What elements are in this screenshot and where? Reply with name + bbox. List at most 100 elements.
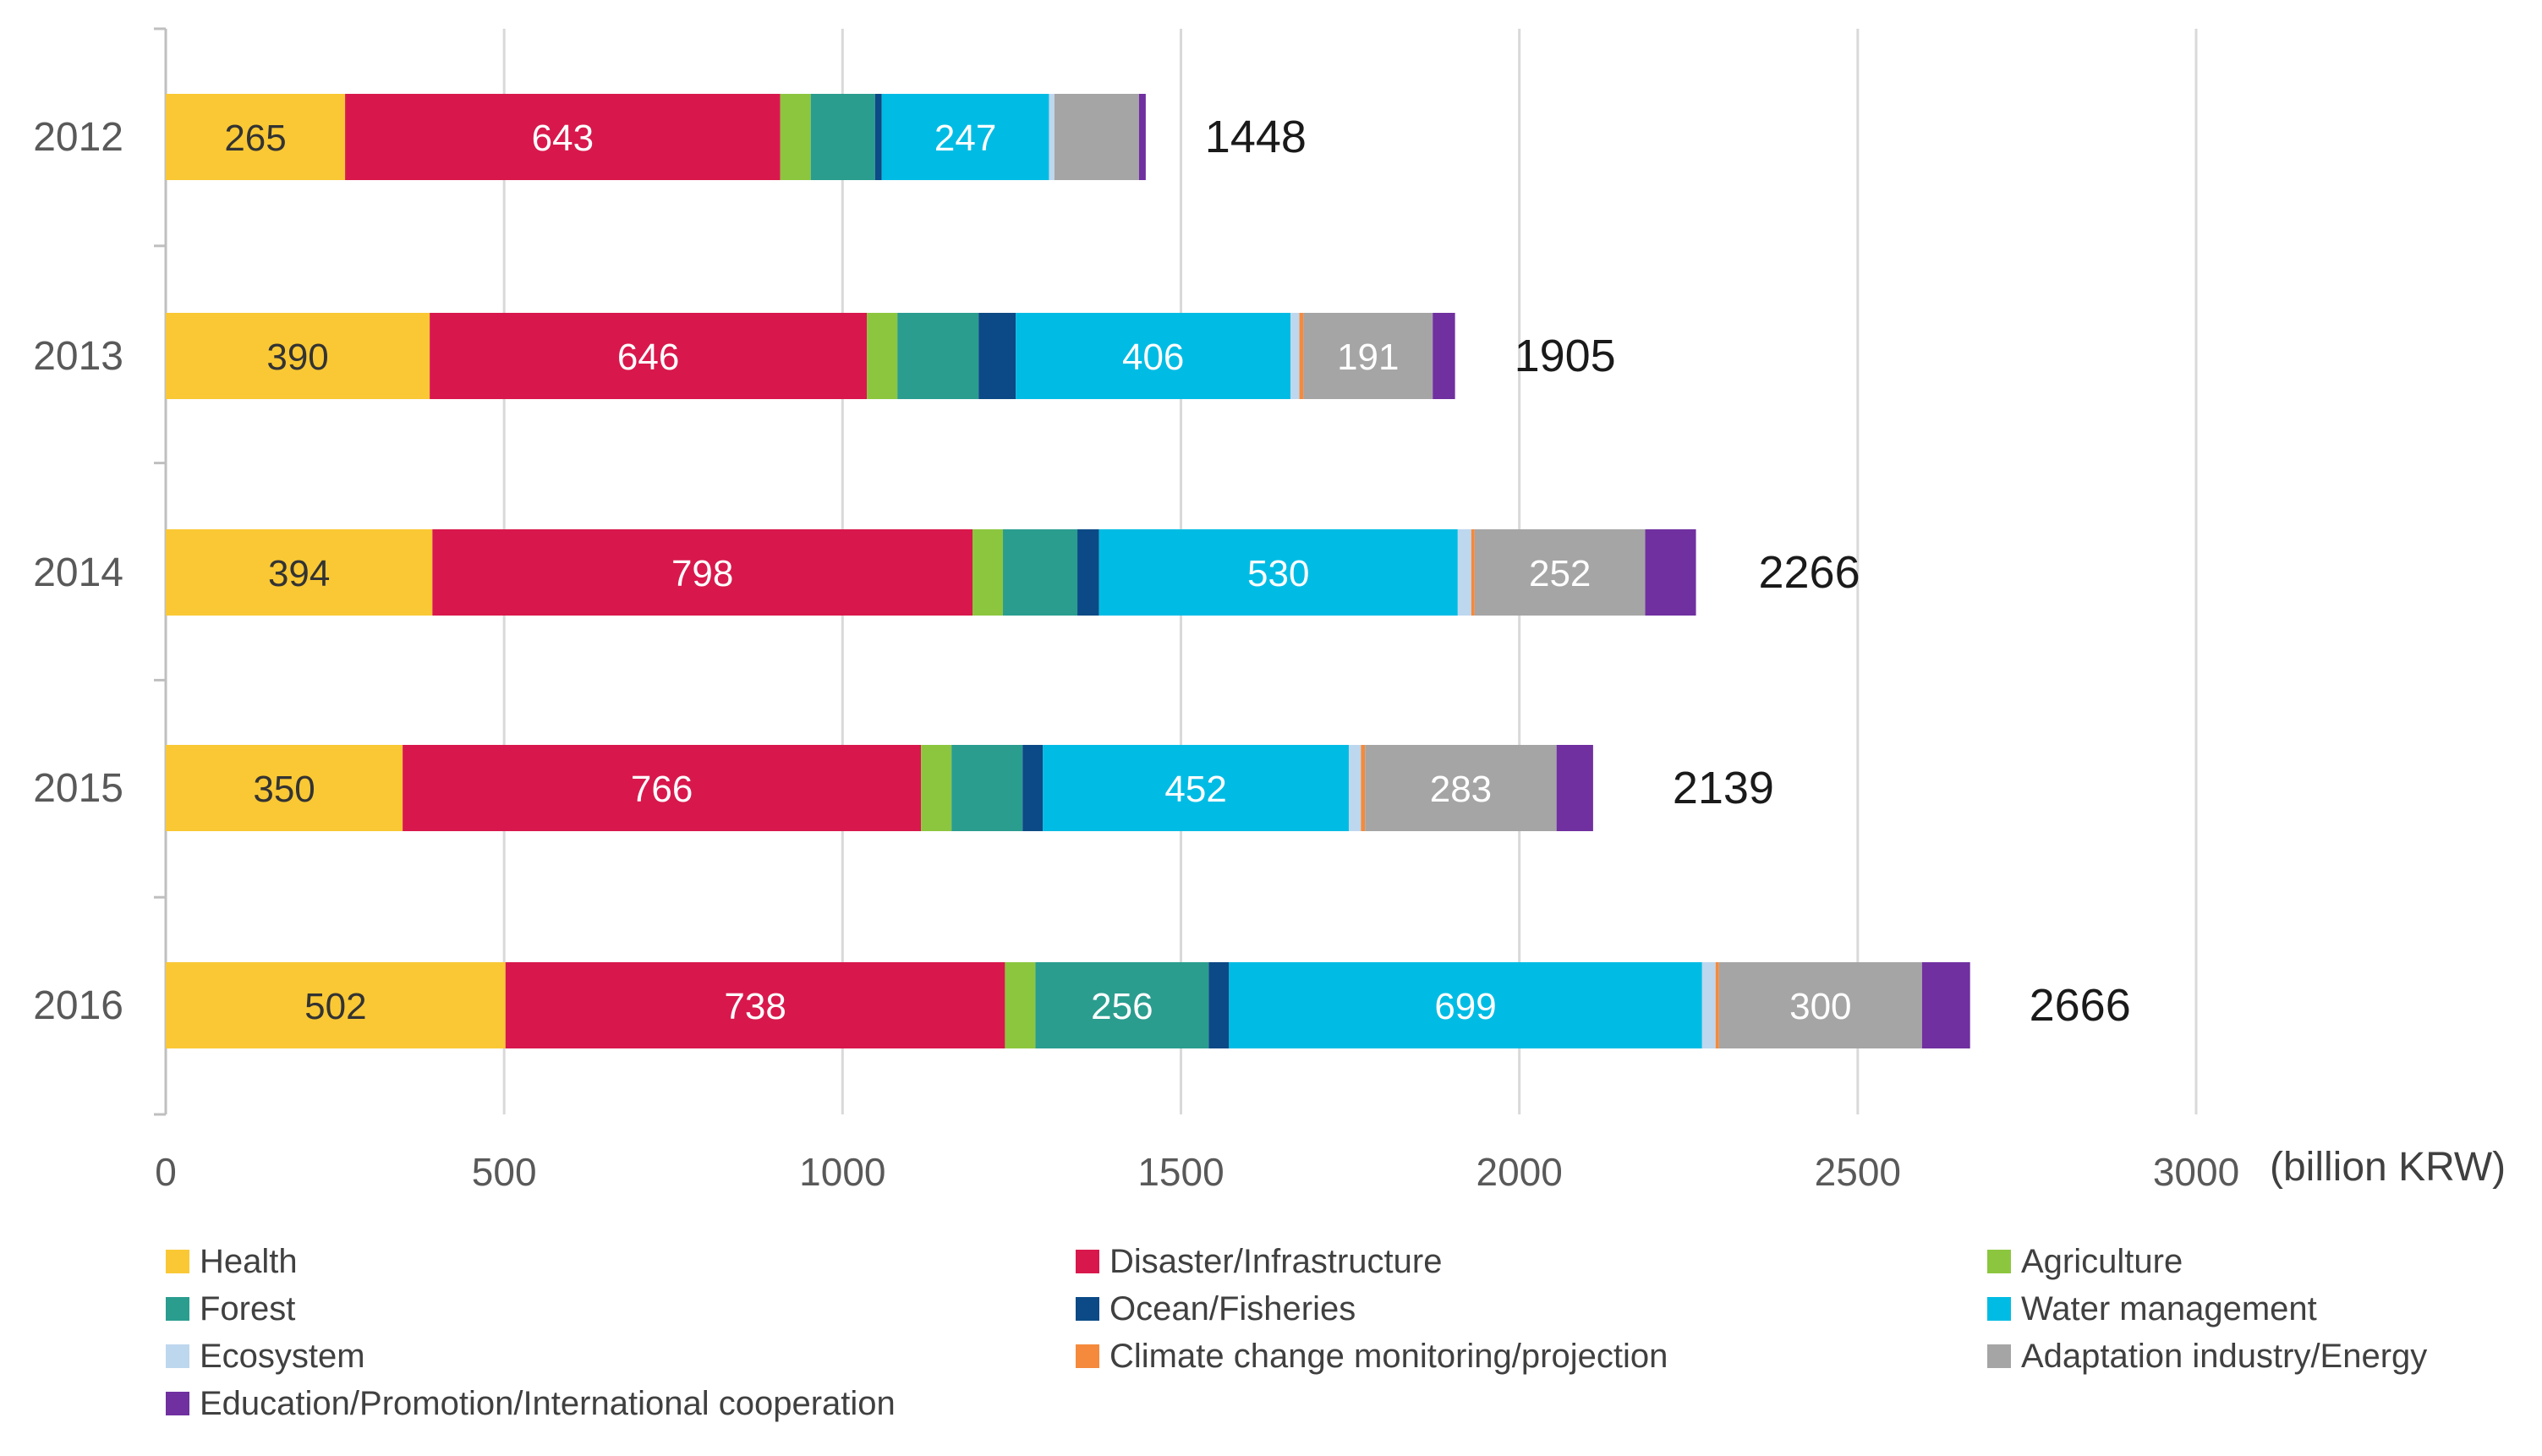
legend-label: Disaster/Infrastructure xyxy=(1109,1242,1443,1280)
bar-segment xyxy=(978,313,1016,399)
bar-segment xyxy=(1921,962,1970,1048)
bar-segment xyxy=(1457,529,1471,616)
bar-segment xyxy=(867,313,898,399)
legend-item: Water management xyxy=(1987,1285,2317,1333)
bar-value-label: 646 xyxy=(617,337,679,378)
bar-segment xyxy=(1290,313,1300,399)
bar-segment xyxy=(1433,313,1455,399)
legend-item: Disaster/Infrastructure xyxy=(1076,1238,1442,1285)
bar-value-label: 766 xyxy=(631,769,693,810)
bar-value-label: 390 xyxy=(266,337,328,378)
legend-item: Education/Promotion/International cooper… xyxy=(166,1380,896,1427)
bar-segment xyxy=(1474,529,1646,616)
bar-segment xyxy=(921,745,952,831)
legend-swatch xyxy=(1076,1344,1099,1368)
legend-label: Health xyxy=(200,1242,298,1280)
bar-segment xyxy=(1303,313,1433,399)
legend-swatch xyxy=(166,1297,189,1321)
bar-segment xyxy=(403,745,922,831)
bar-segment xyxy=(345,94,781,180)
legend-label: Climate change monitoring/projection xyxy=(1109,1337,1668,1375)
bar-value-label: 252 xyxy=(1529,553,1591,594)
legend-swatch xyxy=(166,1344,189,1368)
legend-swatch xyxy=(166,1392,189,1415)
bars xyxy=(166,94,1970,1048)
legend-item: Forest xyxy=(166,1285,295,1333)
bar-total-label: 1905 xyxy=(1515,331,1616,381)
tick-labels: 0 500 1000 1500 2000 2500 3000 2012 2013 2014 2015… xyxy=(33,115,2239,1194)
legend-label: Ocean/Fisheries xyxy=(1109,1289,1356,1327)
bar-value-label: 530 xyxy=(1247,553,1309,594)
bar-value-label: 738 xyxy=(724,986,786,1027)
bar-value-label: 191 xyxy=(1337,337,1399,378)
bar-segment xyxy=(951,745,1023,831)
y-tick-label: 2015 xyxy=(33,766,123,811)
x-tick-label: 1000 xyxy=(799,1150,885,1194)
bar-segment xyxy=(1645,529,1696,616)
bar-total-label: 1448 xyxy=(1205,112,1307,162)
bar-segment xyxy=(1138,94,1146,180)
bar-value-label: 406 xyxy=(1122,337,1184,378)
bar-segment xyxy=(1035,962,1209,1048)
y-tick-label: 2014 xyxy=(33,550,123,595)
bar-segment xyxy=(972,529,1004,616)
bar-segment xyxy=(1299,313,1304,399)
x-tick-label: 2000 xyxy=(1476,1150,1562,1194)
x-tick-label: 2500 xyxy=(1815,1150,1901,1194)
bar-segment xyxy=(1701,962,1716,1048)
x-tick-label: 500 xyxy=(472,1150,537,1194)
legend-label: Ecosystem xyxy=(200,1337,365,1375)
bar-value-label: 699 xyxy=(1434,986,1496,1027)
y-tick-label: 2016 xyxy=(33,983,123,1028)
bar-segment xyxy=(1049,94,1055,180)
bar-segment xyxy=(1556,745,1593,831)
bar-segment xyxy=(1005,962,1036,1048)
bar-value-label: 643 xyxy=(532,118,594,159)
x-tick-label: 1500 xyxy=(1137,1150,1224,1194)
bar-segment xyxy=(810,94,875,180)
bar-value-label: 394 xyxy=(268,553,330,594)
bar-segment xyxy=(780,94,811,180)
bar-segment xyxy=(1003,529,1078,616)
bar-segment xyxy=(166,745,403,831)
legend-swatch xyxy=(1076,1297,1099,1321)
x-tick-label: 0 xyxy=(155,1150,177,1194)
bar-segment xyxy=(1718,962,1922,1048)
legend-label: Water management xyxy=(2021,1289,2317,1327)
legend-label: Education/Promotion/International cooper… xyxy=(200,1384,896,1422)
legend-label: Adaptation industry/Energy xyxy=(2021,1337,2428,1375)
legend-swatch xyxy=(1987,1250,2011,1273)
bar-value-label: 502 xyxy=(304,986,366,1027)
legend-label: Agriculture xyxy=(2021,1242,2183,1280)
x-axis-title: (billion KRW) xyxy=(2270,1145,2506,1190)
legend-item: Climate change monitoring/projection xyxy=(1076,1333,1668,1380)
bar-segment xyxy=(1022,745,1044,831)
legend-swatch xyxy=(1987,1297,2011,1321)
bar-segment xyxy=(897,313,979,399)
bar-total-label: 2266 xyxy=(1758,547,1860,598)
y-tick-label: 2012 xyxy=(33,115,123,160)
bar-segment xyxy=(1016,313,1291,399)
data-labels: 265 643 247 1448 390 646 406 191 1905 394 798 530 25… xyxy=(224,112,2130,1031)
bar-value-label: 350 xyxy=(253,769,315,810)
bar-segment xyxy=(1054,94,1139,180)
bar-value-label: 300 xyxy=(1789,986,1851,1027)
bar-segment xyxy=(505,962,1005,1048)
bar-value-label: 283 xyxy=(1430,769,1492,810)
bar-segment xyxy=(1229,962,1702,1048)
bar-segment xyxy=(874,94,882,180)
bar-value-label: 452 xyxy=(1164,769,1226,810)
legend-label: Forest xyxy=(200,1289,296,1327)
bar-segment xyxy=(1098,529,1458,616)
bar-segment xyxy=(1348,745,1361,831)
bar-segment xyxy=(166,94,346,180)
x-tick-label: 3000 xyxy=(2153,1150,2239,1194)
bar-segment xyxy=(166,529,433,616)
bar-segment xyxy=(166,313,430,399)
legend-swatch xyxy=(1987,1344,2011,1368)
bar-value-label: 798 xyxy=(671,553,733,594)
bar-total-label: 2139 xyxy=(1673,763,1774,813)
legend-item: Health xyxy=(166,1238,298,1285)
bar-segment xyxy=(1471,529,1475,616)
